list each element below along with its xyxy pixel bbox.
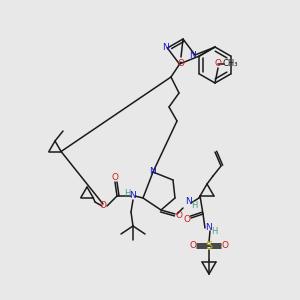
- Text: O: O: [190, 242, 196, 250]
- Text: O: O: [214, 59, 221, 68]
- Text: O: O: [184, 214, 190, 224]
- Text: O: O: [221, 242, 229, 250]
- Text: O: O: [176, 211, 182, 220]
- Text: O: O: [100, 202, 106, 211]
- Text: N: N: [186, 197, 192, 206]
- Text: N: N: [150, 167, 156, 176]
- Text: N: N: [162, 44, 169, 52]
- Text: CH₃: CH₃: [222, 59, 238, 68]
- Text: N: N: [190, 50, 196, 59]
- Text: H: H: [191, 200, 197, 209]
- Text: N: N: [206, 224, 212, 232]
- Text: H: H: [211, 226, 217, 236]
- Text: N: N: [130, 191, 136, 200]
- Text: H: H: [124, 188, 130, 197]
- Text: S: S: [206, 241, 213, 251]
- Text: O: O: [178, 58, 184, 68]
- Text: O: O: [112, 173, 118, 182]
